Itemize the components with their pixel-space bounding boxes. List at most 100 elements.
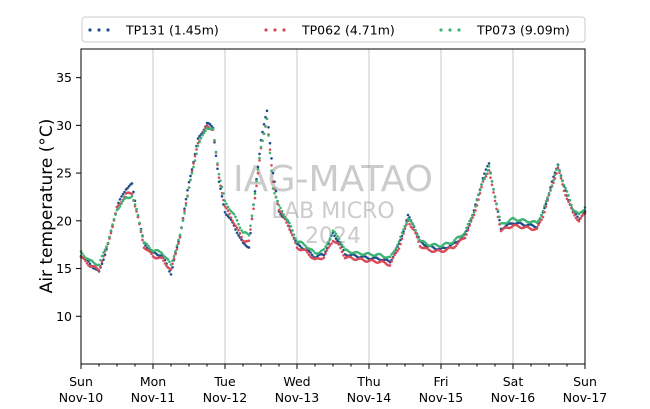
data-point (85, 262, 89, 265)
data-point (469, 217, 473, 220)
data-point (289, 225, 293, 228)
data-point (565, 197, 569, 201)
data-point (169, 263, 173, 266)
data-point (268, 141, 272, 145)
data-point (276, 199, 279, 203)
data-point (546, 196, 549, 199)
data-point (147, 244, 150, 248)
data-point (538, 216, 542, 220)
data-point (118, 205, 122, 208)
data-point (480, 183, 483, 187)
data-point (552, 175, 555, 179)
data-point (537, 223, 540, 227)
data-point (507, 220, 510, 223)
data-point (219, 187, 222, 190)
data-point (247, 239, 251, 243)
data-point (568, 198, 572, 202)
data-point (225, 213, 228, 217)
data-point (204, 129, 207, 133)
data-point (265, 109, 269, 113)
data-point (121, 199, 125, 203)
data-point (408, 222, 411, 226)
data-point (258, 159, 261, 162)
data-point (388, 255, 392, 259)
data-point (226, 205, 230, 209)
data-point (565, 190, 569, 193)
data-point (454, 244, 458, 248)
data-point (102, 258, 105, 261)
x-tick-label-date: Nov-10 (59, 390, 104, 405)
data-point (253, 190, 257, 193)
data-point (330, 242, 333, 245)
legend-box (81, 16, 586, 43)
data-point (537, 219, 540, 222)
data-point (417, 237, 420, 240)
data-point (333, 230, 336, 234)
data-point (310, 253, 314, 257)
data-point (193, 154, 197, 158)
data-point (160, 256, 164, 260)
data-point (252, 203, 255, 207)
data-point (268, 148, 272, 151)
data-point (141, 235, 144, 238)
data-point (553, 173, 557, 177)
data-point (201, 134, 204, 137)
data-point (148, 247, 152, 250)
data-point (249, 231, 252, 235)
data-point (540, 218, 543, 222)
data-point (339, 246, 342, 250)
data-point (481, 179, 485, 182)
legend-item: TP062 (4.71m) (264, 23, 395, 38)
data-point (135, 208, 138, 211)
data-point (118, 198, 122, 201)
data-point (255, 184, 258, 188)
data-point (391, 256, 395, 260)
data-point (136, 215, 140, 219)
data-point (286, 224, 290, 228)
data-point (108, 235, 111, 239)
data-point (498, 215, 501, 219)
data-point (232, 222, 236, 226)
data-point (474, 205, 477, 208)
data-point (225, 202, 228, 206)
data-point (463, 236, 467, 240)
data-point (240, 229, 243, 232)
data-point (457, 240, 461, 243)
data-point (190, 168, 194, 171)
data-point (100, 254, 104, 258)
data-point (234, 228, 237, 231)
legend-item: TP131 (1.45m) (88, 23, 219, 38)
data-point (397, 240, 401, 243)
x-tick-label-day: Sat (503, 374, 524, 389)
legend-label: TP131 (1.45m) (125, 23, 219, 38)
data-point (322, 247, 326, 251)
data-point (270, 157, 273, 160)
data-point (109, 229, 113, 232)
data-point (325, 248, 329, 252)
data-point (292, 233, 296, 236)
data-point (97, 269, 101, 272)
data-point (274, 189, 278, 193)
data-point (279, 206, 282, 210)
data-point (412, 224, 416, 228)
x-axis: SunNov-10MonNov-11TueNov-12WedNov-13ThuN… (59, 364, 607, 405)
legend-marker (106, 28, 110, 32)
data-point (238, 232, 242, 235)
data-point (396, 243, 399, 247)
data-point (487, 162, 491, 165)
data-point (235, 219, 239, 222)
data-point (493, 195, 497, 199)
data-point (208, 123, 212, 126)
data-point (240, 235, 243, 239)
data-point (337, 237, 341, 241)
data-point (399, 235, 402, 239)
data-point (541, 215, 545, 219)
data-point (150, 252, 153, 256)
data-point (253, 192, 257, 195)
data-point (270, 169, 273, 173)
data-point (168, 270, 171, 273)
data-point (288, 228, 291, 231)
data-point (328, 237, 332, 241)
data-point (84, 259, 87, 263)
